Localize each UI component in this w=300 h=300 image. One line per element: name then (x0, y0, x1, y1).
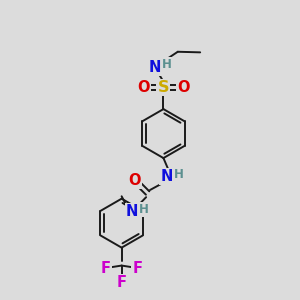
Text: H: H (139, 203, 149, 216)
Text: O: O (128, 173, 140, 188)
Text: H: H (173, 168, 183, 181)
Text: N: N (148, 60, 161, 75)
Text: F: F (132, 261, 142, 276)
Text: S: S (158, 80, 169, 95)
Text: O: O (178, 80, 190, 95)
Text: N: N (160, 169, 172, 184)
Text: N: N (126, 204, 138, 219)
Text: O: O (137, 80, 149, 95)
Text: H: H (162, 58, 172, 71)
Text: F: F (117, 275, 127, 290)
Text: F: F (101, 261, 111, 276)
